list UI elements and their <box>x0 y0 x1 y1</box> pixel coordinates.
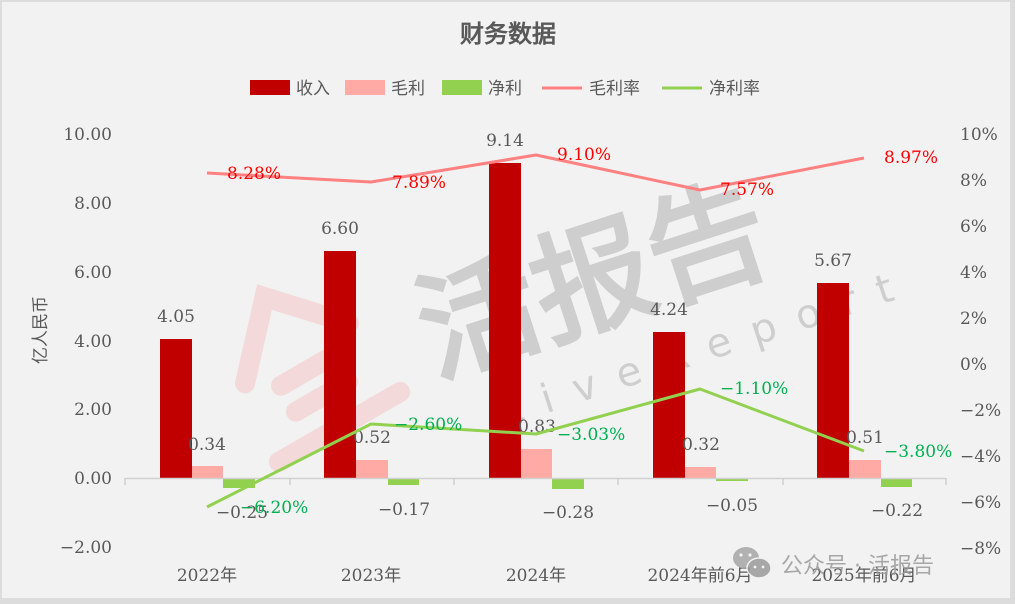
y-axis-label: 亿人民币 <box>31 296 51 364</box>
legend-item-gross-profit[interactable]: 毛利 <box>345 79 425 99</box>
bar-net-profit[interactable] <box>223 479 255 488</box>
labels-revenue: 4.05 6.60 9.14 4.24 5.67 <box>157 131 852 327</box>
line-gross-margin[interactable] <box>206 153 865 192</box>
svg-text:−0.05: −0.05 <box>706 496 758 516</box>
x-axis: 2022年 2023年 2024年 2024年前6月 2025年前6月 <box>124 477 947 586</box>
svg-text:4.05: 4.05 <box>157 307 195 327</box>
bar-net-profit[interactable] <box>552 479 584 489</box>
bar-gross-profit[interactable] <box>356 460 388 478</box>
x-tick-label: 2024年前6月 <box>647 566 752 586</box>
svg-text:−4%: −4% <box>960 447 1001 467</box>
bars-net-profit <box>223 479 912 489</box>
svg-text:6.60: 6.60 <box>321 219 359 239</box>
svg-text:4.24: 4.24 <box>650 300 688 320</box>
legend-swatch-net-profit <box>442 80 482 95</box>
labels-gross-margin: 8.28% 7.89% 9.10% 7.57% 8.97% <box>227 145 938 200</box>
svg-text:−0.28: −0.28 <box>542 503 594 523</box>
svg-text:8%: 8% <box>960 171 987 191</box>
svg-text:2%: 2% <box>960 309 987 329</box>
svg-text:6%: 6% <box>960 217 987 237</box>
svg-text:−0.17: −0.17 <box>378 500 430 520</box>
svg-text:−2.00: −2.00 <box>60 538 112 558</box>
y-axis-right: 10% 8% 6% 4% 2% 0% −2% −4% −6% −8% <box>960 125 1001 559</box>
svg-text:0.00: 0.00 <box>74 469 112 489</box>
x-tick-label: 2023年 <box>341 566 401 586</box>
svg-text:7.57%: 7.57% <box>720 180 774 200</box>
legend-label: 净利率 <box>709 79 760 99</box>
svg-text:10.00: 10.00 <box>63 125 112 145</box>
x-tick-label: 2025年前6月 <box>811 566 916 586</box>
legend-item-gross-margin[interactable]: 毛利率 <box>542 79 640 99</box>
svg-text:4%: 4% <box>960 263 987 283</box>
bars-gross-profit <box>192 449 881 478</box>
y-axis-left: 10.00 8.00 6.00 4.00 2.00 0.00 −2.00 <box>60 125 112 558</box>
chart-title: 财务数据 <box>460 19 556 48</box>
svg-text:8.97%: 8.97% <box>884 148 938 168</box>
wechat-icon <box>733 547 772 579</box>
svg-text:−2%: −2% <box>960 401 1001 421</box>
bar-gross-profit[interactable] <box>849 460 881 478</box>
svg-text:10%: 10% <box>960 125 998 145</box>
svg-text:0.51: 0.51 <box>846 428 884 448</box>
line-net-margin[interactable] <box>206 387 865 509</box>
svg-text:−6%: −6% <box>960 493 1001 513</box>
svg-text:0%: 0% <box>960 355 987 375</box>
bar-revenue[interactable] <box>817 283 849 478</box>
legend-item-net-profit[interactable]: 净利 <box>442 79 522 99</box>
legend-label: 毛利 <box>391 79 425 99</box>
bar-gross-profit[interactable] <box>521 449 552 478</box>
bar-gross-profit[interactable] <box>685 467 716 478</box>
svg-text:−3.03%: −3.03% <box>557 425 625 445</box>
svg-text:9.14: 9.14 <box>486 131 524 151</box>
labels-net-profit: −0.25 −0.17 −0.28 −0.05 −0.22 <box>216 496 923 523</box>
svg-text:4.00: 4.00 <box>74 332 112 352</box>
legend-item-revenue[interactable]: 收入 <box>250 79 330 99</box>
chart-frame: 活报告 LiveReport 财务数据 收入 毛利 净利 毛利率 净利率 10.… <box>2 2 1010 598</box>
x-tick-label: 2024年 <box>506 566 566 586</box>
bar-revenue[interactable] <box>489 163 521 478</box>
legend-swatch-revenue <box>250 80 290 95</box>
legend-label: 毛利率 <box>589 79 640 99</box>
svg-text:−6.20%: −6.20% <box>240 498 308 518</box>
svg-text:6.00: 6.00 <box>74 263 112 283</box>
footer-watermark: 公众号 · 活报告 <box>733 547 934 579</box>
svg-text:8.28%: 8.28% <box>227 164 281 184</box>
bar-net-profit[interactable] <box>716 479 748 481</box>
svg-text:0.34: 0.34 <box>188 435 226 455</box>
labels-net-margin: −6.20% −2.60% −3.03% −1.10% −3.80% <box>240 379 952 518</box>
legend-swatch-gross-profit <box>345 80 385 95</box>
svg-text:0.32: 0.32 <box>682 435 720 455</box>
svg-text:−1.10%: −1.10% <box>720 379 788 399</box>
bar-net-profit[interactable] <box>388 479 419 485</box>
svg-text:−0.25: −0.25 <box>216 503 268 523</box>
bar-revenue[interactable] <box>160 339 192 478</box>
svg-text:−0.22: −0.22 <box>871 501 923 521</box>
legend: 收入 毛利 净利 毛利率 净利率 <box>250 79 760 99</box>
x-tick-label: 2022年 <box>177 566 237 586</box>
bar-net-profit[interactable] <box>881 479 912 487</box>
svg-text:−2.60%: −2.60% <box>394 415 462 435</box>
svg-text:7.89%: 7.89% <box>392 173 446 193</box>
svg-text:0.52: 0.52 <box>353 428 391 448</box>
bar-gross-profit[interactable] <box>192 466 223 478</box>
svg-text:公众号 · 活报告: 公众号 · 活报告 <box>781 554 934 579</box>
legend-label: 净利 <box>488 79 522 99</box>
svg-text:2.00: 2.00 <box>74 400 112 420</box>
svg-text:−3.80%: −3.80% <box>884 442 952 462</box>
svg-text:9.10%: 9.10% <box>557 145 611 165</box>
svg-text:−8%: −8% <box>960 539 1001 559</box>
svg-text:8.00: 8.00 <box>74 194 112 214</box>
svg-text:5.67: 5.67 <box>814 251 852 271</box>
legend-item-net-margin[interactable]: 净利率 <box>662 79 760 99</box>
bar-revenue[interactable] <box>653 332 685 478</box>
bars-revenue <box>160 163 849 478</box>
legend-label: 收入 <box>296 79 330 99</box>
